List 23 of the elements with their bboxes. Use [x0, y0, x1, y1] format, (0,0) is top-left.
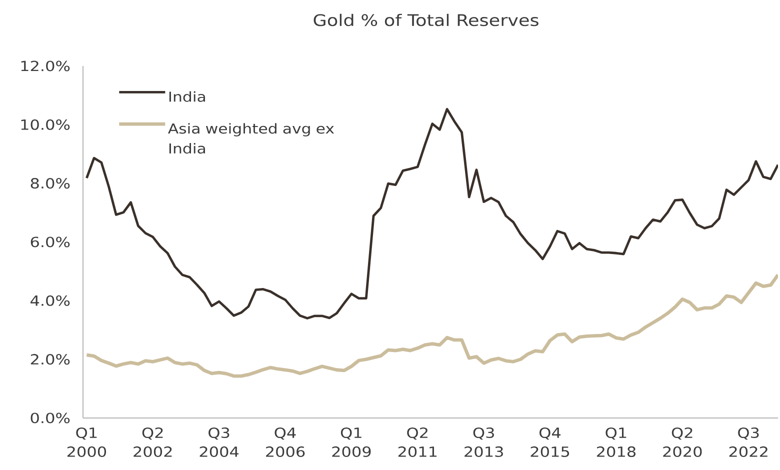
x-tick-label: Q1 2000 — [67, 427, 106, 457]
line-series — [84, 273, 778, 378]
y-tick-label: 8.0% — [30, 178, 70, 189]
y-tick-label: 2.0% — [30, 354, 70, 365]
x-tick-label: Q3 2004 — [200, 427, 239, 457]
chart-title: Gold % of Total Reserves — [314, 14, 538, 26]
y-tick-label: 12.0% — [21, 60, 70, 72]
x-tick-label: Q1 2018 — [596, 427, 636, 457]
x-tick-label: Q2 2020 — [663, 427, 702, 457]
legend-label: Asia weighted avg ex India — [168, 123, 334, 154]
y-tick-label: 4.0% — [30, 295, 70, 306]
line-series — [85, 108, 778, 320]
x-tick-label: Q1 2009 — [332, 427, 371, 457]
legend-label: India — [169, 91, 205, 102]
y-tick-label: 10.0% — [21, 119, 70, 130]
x-tick-label: Q2 2002 — [134, 427, 172, 457]
y-tick-label: 0.0% — [30, 412, 70, 424]
x-tick-label: Q4 2015 — [530, 427, 570, 457]
x-tick-label: Q3 2013 — [464, 427, 503, 457]
y-tick-label: 6.0% — [30, 236, 70, 248]
x-tick-label: Q4 2006 — [266, 427, 305, 457]
x-tick-label: Q3 2022 — [729, 427, 768, 457]
x-tick-label: Q2 2011 — [398, 427, 437, 457]
